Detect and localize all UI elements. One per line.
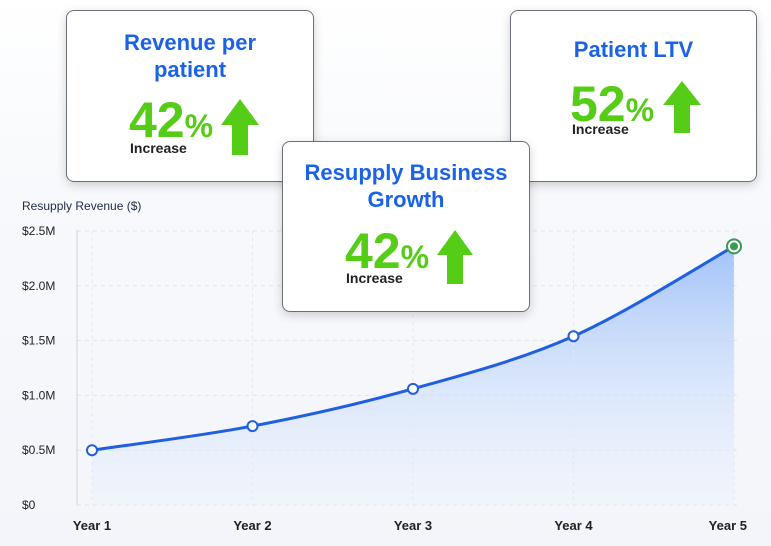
stat-label: Increase xyxy=(346,270,403,286)
card-title-line-1: Patient LTV xyxy=(573,37,694,62)
area-fill xyxy=(92,246,734,505)
stat-unit: % xyxy=(184,108,214,144)
stat-number: 52 xyxy=(570,76,626,132)
x-tick-label: Year 5 xyxy=(709,518,747,533)
x-ticks: Year 1 Year 2 Year 3 Year 4 Year 5 xyxy=(73,231,747,533)
up-arrow-icon xyxy=(663,81,701,133)
data-point xyxy=(86,444,98,457)
card-title-line-2: Growth xyxy=(367,187,445,212)
stat-label: Increase xyxy=(572,121,629,137)
data-points xyxy=(86,238,742,457)
y-tick-label: $1.5M xyxy=(22,334,55,348)
stat-value: 42% xyxy=(129,95,213,151)
y-axis-label: Resupply Revenue ($) xyxy=(22,199,141,213)
y-tick-label: $2.0M xyxy=(22,279,55,293)
card-title-line-1: Revenue per xyxy=(123,30,257,55)
y-tick-label: $2.5M xyxy=(22,224,55,238)
stat-unit: % xyxy=(400,239,430,275)
x-tick-label: Year 3 xyxy=(394,518,432,533)
stat-value: 52% xyxy=(570,79,654,135)
data-point xyxy=(246,420,259,433)
data-point xyxy=(407,382,419,395)
y-tick-label: $1.0M xyxy=(22,388,55,402)
data-point xyxy=(730,242,738,251)
card-title: Revenue per patient xyxy=(67,29,313,83)
y-tick-label: $0.5M xyxy=(22,443,55,457)
up-arrow-icon xyxy=(221,99,259,155)
stat-unit: % xyxy=(625,92,655,128)
area-fill-layer xyxy=(92,246,734,505)
stat-value: 42% xyxy=(345,226,429,282)
stat-number: 42 xyxy=(129,92,185,148)
card-title-line-1: Resupply Business xyxy=(304,160,508,185)
data-point xyxy=(567,330,580,343)
stat-label: Increase xyxy=(130,140,187,156)
card-title-line-2: patient xyxy=(153,57,227,82)
stat-number: 42 xyxy=(345,223,401,279)
x-tick-label: Year 1 xyxy=(73,518,111,533)
card-title: Resupply Business Growth xyxy=(283,159,529,213)
revenue-per-patient-card: Revenue per patient 42% Increase xyxy=(66,10,314,182)
y-ticks: $0 $0.5M $1.0M $1.5M $2.0M $2.5M xyxy=(22,224,55,512)
card-title: Patient LTV xyxy=(511,36,756,63)
x-tick-label: Year 2 xyxy=(233,518,271,533)
x-tick-label: Year 4 xyxy=(554,518,593,533)
up-arrow-icon xyxy=(437,230,473,284)
resupply-growth-card: Resupply Business Growth 42% Increase xyxy=(282,141,530,312)
patient-ltv-card: Patient LTV 52% Increase xyxy=(510,10,757,182)
y-tick-label: $0 xyxy=(22,498,36,512)
